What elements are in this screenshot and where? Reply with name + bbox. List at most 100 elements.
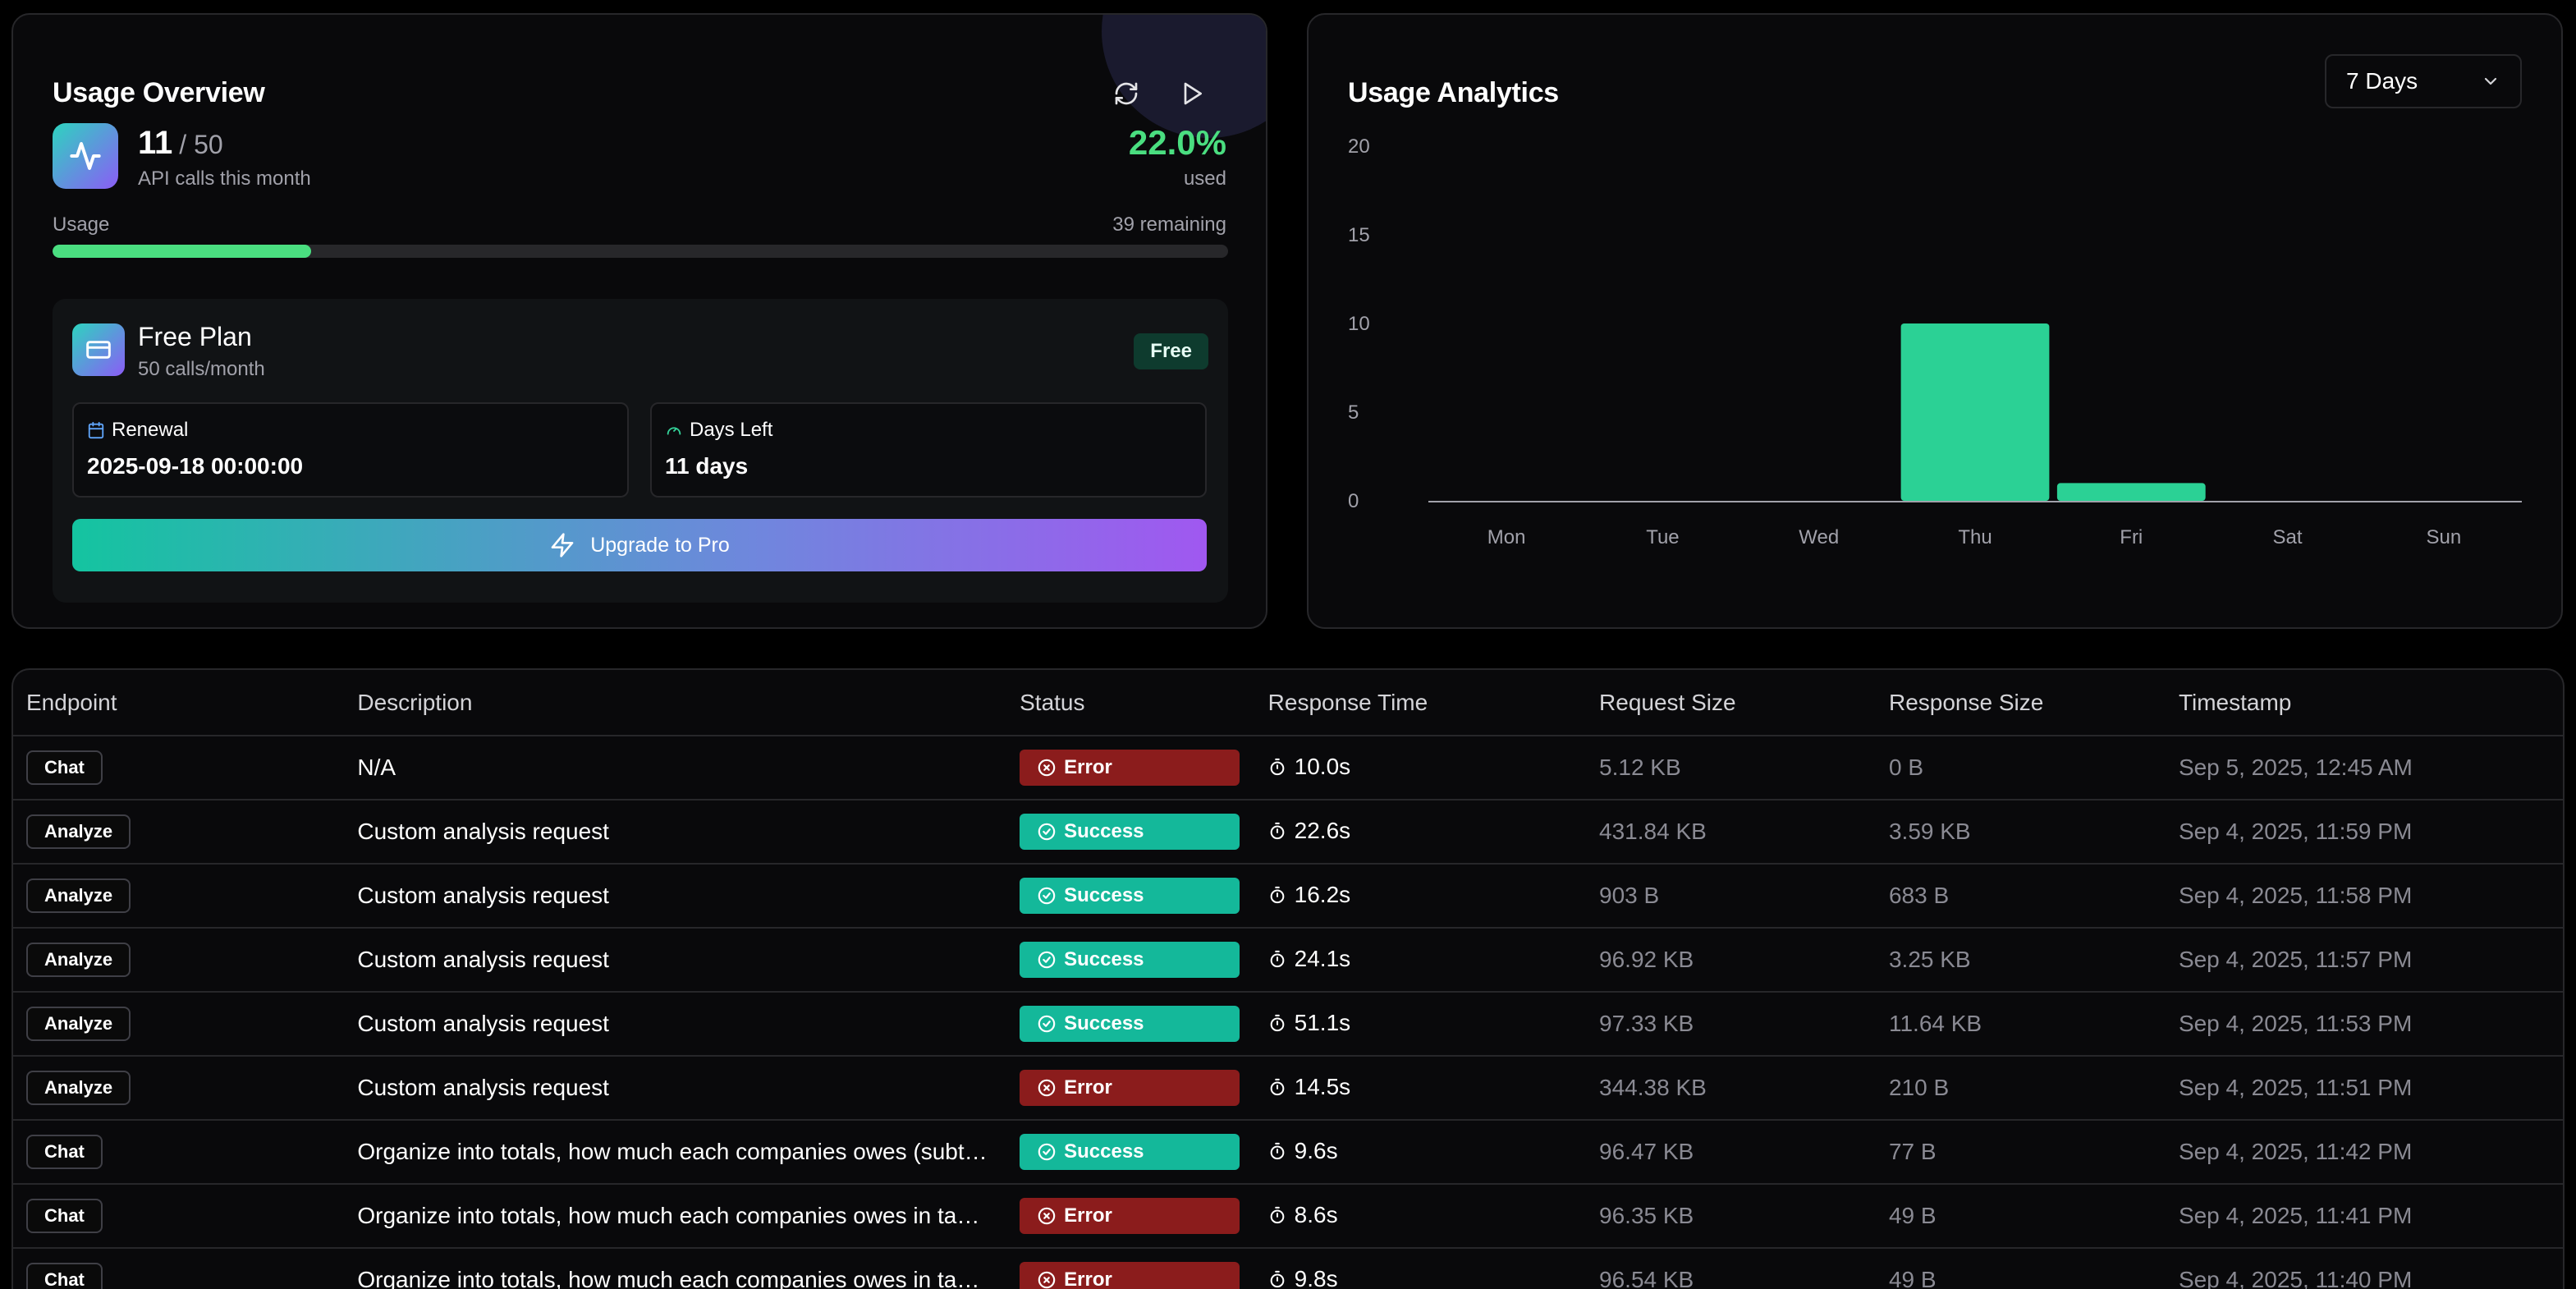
usage-progress-fill <box>53 245 312 258</box>
range-select[interactable]: 7 Days <box>2325 54 2522 108</box>
requests-table-card: Endpoint Description Status Response Time Re… <box>11 668 2565 1289</box>
gauge-icon <box>667 427 681 435</box>
table-row[interactable]: Analyze Custom analysis request Success 51.… <box>13 992 2563 1057</box>
plan-name: Free Plan <box>138 322 252 351</box>
chart-bar-fri[interactable] <box>2056 483 2206 501</box>
response-time-value: 51.1s <box>1294 1010 1351 1035</box>
table-row[interactable]: Chat N/A Error 10.0s 5.12 KB 0 B Sep 5, 2025, … <box>13 736 2563 800</box>
endpoint-badge: Chat <box>26 750 103 785</box>
play-button[interactable] <box>1171 72 1213 115</box>
timestamp-cell: Sep 4, 2025, 11:57 PM <box>2165 928 2563 993</box>
x-tick-label: Fri <box>2120 526 2143 548</box>
timestamp-cell: Sep 4, 2025, 11:53 PM <box>2165 992 2563 1057</box>
status-cell: Success <box>1006 864 1255 929</box>
request-size-cell: 5.12 KB <box>1586 736 1876 800</box>
x-circle-icon <box>1038 759 1056 777</box>
table-row[interactable]: Analyze Custom analysis request Error 14.5s… <box>13 1056 2563 1121</box>
upgrade-label: Upgrade to Pro <box>590 533 730 557</box>
response-time-cell: 10.0s <box>1254 736 1587 800</box>
check-circle-icon <box>1038 887 1056 905</box>
x-circle-icon <box>1038 1207 1056 1225</box>
timestamp-cell: Sep 4, 2025, 11:42 PM <box>2165 1120 2563 1185</box>
days-left-label: Days Left <box>690 419 773 441</box>
table-row[interactable]: Chat Organize into totals, how much each … <box>13 1184 2563 1249</box>
usage-used: 11 <box>138 125 173 161</box>
column-header[interactable]: Request Size <box>1586 670 1876 736</box>
table-body: Chat N/A Error 10.0s 5.12 KB 0 B Sep 5, 2025, … <box>13 736 2563 1289</box>
usage-progress-bar <box>53 245 1228 258</box>
endpoint-cell: Chat <box>13 1120 345 1185</box>
table-row[interactable]: Analyze Custom analysis request Success 22.… <box>13 800 2563 865</box>
status-cell: Success <box>1006 1120 1255 1185</box>
response-time-cell: 24.1s <box>1254 928 1587 993</box>
x-tick-label: Tue <box>1646 526 1679 548</box>
usage-percent: 22.0% <box>1128 123 1226 162</box>
x-circle-icon <box>1038 1271 1056 1289</box>
status-cell: Error <box>1006 1056 1255 1121</box>
requests-table: Endpoint Description Status Response Time Re… <box>13 670 2563 1289</box>
x-circle-icon <box>1038 1079 1056 1097</box>
response-size-cell: 683 B <box>1875 864 2166 929</box>
table-row[interactable]: Analyze Custom analysis request Success 16.… <box>13 864 2563 929</box>
upgrade-to-pro-button[interactable]: Upgrade to Pro <box>72 519 1207 571</box>
endpoint-badge: Analyze <box>26 943 131 977</box>
usage-percent-label: used <box>1183 167 1226 190</box>
y-tick-label: 5 <box>1348 401 1359 424</box>
endpoint-cell: Analyze <box>13 1056 345 1121</box>
endpoint-cell: Chat <box>13 736 345 800</box>
plan-calls: 50 calls/month <box>138 358 265 380</box>
column-header[interactable]: Description <box>344 670 1007 736</box>
request-size-cell: 96.35 KB <box>1586 1184 1876 1249</box>
response-time-value: 22.6s <box>1294 818 1351 843</box>
response-time-cell: 9.8s <box>1254 1248 1587 1289</box>
status-cell: Error <box>1006 1184 1255 1249</box>
timer-icon <box>1270 886 1284 904</box>
timer-icon <box>1270 758 1284 776</box>
description-cell: Custom analysis request <box>344 928 1007 993</box>
endpoint-cell: Chat <box>13 1184 345 1249</box>
response-time-value: 10.0s <box>1294 754 1351 779</box>
request-size-cell: 344.38 KB <box>1586 1056 1876 1121</box>
renewal-label: Renewal <box>112 419 189 441</box>
endpoint-badge: Chat <box>26 1199 103 1233</box>
status-text: Error <box>1064 1204 1112 1227</box>
timer-icon <box>1270 1078 1284 1096</box>
check-circle-icon <box>1038 951 1056 969</box>
response-size-cell: 49 B <box>1875 1184 2166 1249</box>
refresh-button[interactable] <box>1105 72 1148 115</box>
timer-icon <box>1270 1270 1284 1288</box>
response-size-cell: 49 B <box>1875 1248 2166 1289</box>
x-tick-label: Wed <box>1799 526 1839 548</box>
timestamp-cell: Sep 4, 2025, 11:40 PM <box>2165 1248 2563 1289</box>
description-cell: Organize into totals, how much each comp… <box>344 1248 1007 1289</box>
response-size-cell: 3.25 KB <box>1875 928 2166 993</box>
column-header[interactable]: Response Size <box>1875 670 2166 736</box>
usage-analytics-card: Usage Analytics 7 Days 20 15 10 5 0 Mon Tue Wed… <box>1307 13 2563 629</box>
column-header[interactable]: Status <box>1006 670 1255 736</box>
description-cell: Organize into totals, how much each comp… <box>344 1184 1007 1249</box>
calendar-icon <box>88 421 104 439</box>
refresh-icon <box>1115 82 1138 105</box>
status-text: Error <box>1064 1268 1112 1289</box>
y-tick-label: 10 <box>1348 313 1370 335</box>
column-header[interactable]: Response Time <box>1254 670 1587 736</box>
request-size-cell: 96.92 KB <box>1586 928 1876 993</box>
usage-subtitle: API calls this month <box>138 167 311 190</box>
table-row[interactable]: Analyze Custom analysis request Success 24.… <box>13 928 2563 993</box>
column-header[interactable]: Timestamp <box>2165 670 2563 736</box>
response-time-value: 9.6s <box>1294 1138 1338 1163</box>
check-circle-icon <box>1038 1015 1056 1033</box>
column-header[interactable]: Endpoint <box>13 670 345 736</box>
timer-icon <box>1270 1142 1284 1160</box>
zap-icon <box>551 533 574 557</box>
status-cell: Error <box>1006 736 1255 800</box>
table-row[interactable]: Chat Organize into totals, how much each … <box>13 1120 2563 1185</box>
chart-bar-thu[interactable] <box>1900 323 2050 501</box>
timer-icon <box>1270 950 1284 968</box>
status-badge: Error <box>1020 750 1240 786</box>
credit-card-icon-tile <box>72 323 125 376</box>
description-cell: Custom analysis request <box>344 1056 1007 1121</box>
table-row[interactable]: Chat Organize into totals, how much each … <box>13 1248 2563 1289</box>
endpoint-cell: Chat <box>13 1248 345 1289</box>
response-size-cell: 77 B <box>1875 1120 2166 1185</box>
